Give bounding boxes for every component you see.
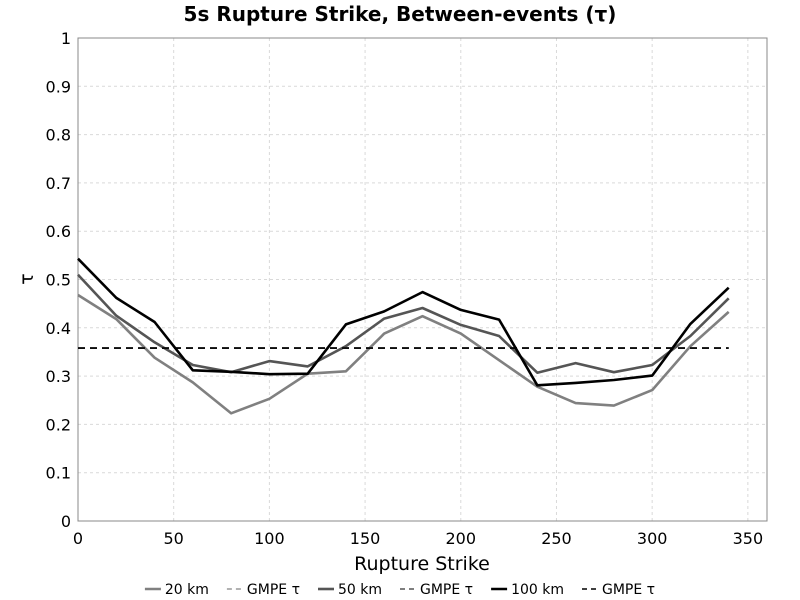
series-lines: [77, 257, 730, 415]
legend-label: GMPE τ: [247, 582, 300, 598]
x-tick-label: 350: [733, 529, 764, 548]
legend-item: GMPE τ: [582, 582, 655, 598]
series-line-4: [77, 257, 730, 387]
y-tick-label: 1: [61, 29, 71, 48]
x-tick-label: 0: [73, 529, 83, 548]
legend-label: 20 km: [165, 582, 209, 598]
x-tick-label: 250: [541, 529, 572, 548]
grid: [78, 38, 767, 521]
y-tick-label: 0.3: [46, 367, 71, 386]
y-tick-label: 0.2: [46, 415, 71, 434]
series-line-0: [77, 293, 730, 415]
x-tick-label: 200: [446, 529, 477, 548]
y-axis-label: τ: [16, 273, 38, 284]
x-tick-label: 300: [637, 529, 668, 548]
y-tick-label: 0.6: [46, 222, 71, 241]
plot-area-frame: [77, 37, 768, 522]
y-tick-label: 0: [61, 512, 71, 531]
x-tick-label: 50: [164, 529, 184, 548]
legend-label: 100 km: [511, 582, 564, 598]
legend-item: GMPE τ: [226, 582, 300, 598]
x-tick-label: 150: [350, 529, 381, 548]
x-tick-label: 100: [254, 529, 285, 548]
legend-item: 100 km: [491, 582, 564, 598]
legend: 20 km GMPE τ 50 km GMPE τ 100 km GMPE τ: [144, 582, 655, 598]
y-tick-label: 0.1: [46, 464, 71, 483]
chart-title: 5s Rupture Strike, Between-events (τ): [184, 2, 617, 26]
legend-item: GMPE τ: [400, 582, 473, 598]
legend-label: GMPE τ: [420, 582, 473, 598]
y-tick-label: 0.5: [46, 271, 71, 290]
axis-ticks: 0 50 100 150 200 250 300 350 0 0.1 0.2 0.3 0.4 0.5 0.6…: [46, 29, 764, 548]
y-tick-label: 0.7: [46, 174, 71, 193]
y-tick-label: 0.4: [46, 319, 71, 338]
legend-label: 50 km: [338, 582, 382, 598]
legend-item: 20 km: [144, 582, 209, 598]
y-tick-label: 0.9: [46, 77, 71, 96]
legend-label: GMPE τ: [602, 582, 655, 598]
y-tick-label: 0.8: [46, 126, 71, 145]
x-axis-label: Rupture Strike: [354, 553, 490, 575]
legend-item: 50 km: [318, 582, 382, 598]
